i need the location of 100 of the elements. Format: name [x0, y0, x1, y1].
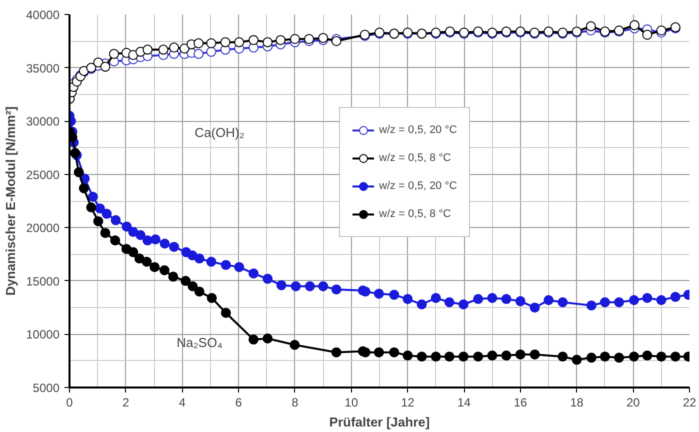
point	[630, 20, 640, 30]
y-tick-label: 20000	[26, 221, 60, 236]
point	[276, 35, 286, 46]
point	[262, 274, 273, 284]
point	[110, 235, 120, 246]
point	[93, 216, 104, 226]
x-tick-label: 16	[514, 396, 528, 410]
point	[290, 281, 301, 292]
point	[159, 265, 170, 276]
point	[134, 254, 144, 264]
point	[102, 208, 112, 219]
point	[586, 352, 596, 363]
point	[473, 294, 484, 304]
point	[179, 44, 190, 54]
point	[220, 37, 230, 48]
point	[304, 281, 315, 292]
point	[642, 30, 652, 40]
x-tick-label: 14	[457, 396, 472, 410]
point	[374, 347, 384, 358]
x-tick-label: 22	[682, 396, 696, 410]
point	[628, 352, 639, 362]
point	[206, 46, 216, 57]
x-tick-label: 6	[235, 396, 242, 410]
point	[670, 352, 680, 362]
point	[158, 44, 168, 55]
legend-label: w/z = 0,5, 20 °C	[379, 180, 458, 192]
x-axis-title: Prüfalter [Jahre]	[329, 414, 430, 430]
point	[93, 57, 104, 68]
point	[160, 238, 170, 249]
point	[458, 352, 468, 362]
y-tick-label: 30000	[26, 114, 60, 129]
point	[402, 294, 413, 304]
point	[501, 294, 512, 304]
point	[100, 62, 110, 72]
point	[473, 352, 484, 362]
point	[600, 297, 610, 308]
point	[501, 350, 512, 361]
x-tick-label: 0	[66, 396, 74, 410]
point	[600, 352, 610, 362]
point	[318, 281, 328, 292]
point	[656, 352, 666, 362]
point	[544, 295, 554, 306]
point	[206, 292, 217, 303]
point	[220, 308, 231, 318]
x-tick-label: 8	[292, 396, 299, 410]
point	[169, 242, 180, 252]
point	[458, 299, 468, 310]
y-tick-label: 15000	[26, 274, 60, 288]
point	[444, 297, 454, 308]
point	[194, 254, 204, 264]
point	[360, 286, 370, 297]
point	[150, 234, 160, 244]
point	[614, 297, 624, 308]
y-tick-label: 10000	[26, 328, 60, 342]
legend-label: w/z = 0,5, 20 °C	[379, 124, 458, 136]
point	[248, 334, 259, 345]
point	[586, 300, 596, 310]
point	[642, 292, 652, 303]
y-axis-title: Dynamischer E-Modul [N/mm²]	[3, 106, 18, 296]
point	[331, 347, 342, 358]
point	[109, 48, 120, 59]
point	[628, 295, 639, 306]
point	[262, 333, 273, 344]
point	[402, 350, 413, 361]
point	[530, 349, 540, 360]
point	[389, 290, 400, 300]
point	[234, 37, 244, 48]
point	[234, 262, 244, 272]
point	[487, 350, 498, 361]
point	[169, 42, 180, 53]
point	[150, 262, 160, 272]
point	[558, 297, 568, 308]
point	[416, 299, 427, 310]
point	[142, 44, 153, 55]
x-tick-label: 18	[570, 396, 584, 410]
point	[331, 284, 342, 294]
point	[86, 202, 96, 212]
point	[614, 352, 624, 363]
point	[572, 354, 582, 365]
point	[444, 352, 454, 362]
point	[194, 286, 204, 297]
y-tick-label: 35000	[26, 61, 60, 76]
point	[389, 347, 400, 358]
point	[248, 268, 259, 278]
point	[290, 34, 300, 44]
point	[248, 35, 259, 46]
legend-label: w/z = 0,5, 8 °C	[379, 208, 451, 220]
y-tick-label: 40000	[26, 8, 60, 22]
point	[656, 295, 666, 306]
point	[220, 260, 231, 270]
point	[670, 292, 680, 302]
point	[487, 292, 498, 303]
point	[168, 272, 178, 282]
point	[206, 38, 216, 48]
legend-label: w/z = 0,5, 8 °C	[379, 152, 451, 164]
point	[180, 276, 191, 286]
point	[586, 21, 596, 32]
point	[136, 230, 146, 240]
point	[430, 352, 441, 362]
point	[558, 352, 568, 362]
